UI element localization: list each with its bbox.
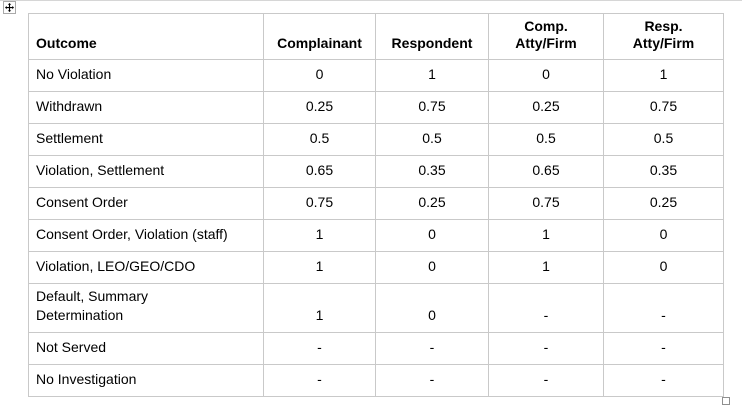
value-cell[interactable]: - [375, 331, 489, 365]
value-cell[interactable]: - [488, 331, 604, 365]
value-cell[interactable]: 1 [263, 251, 376, 284]
value-cell[interactable]: 0.75 [488, 187, 604, 220]
value-cell[interactable]: 0.35 [375, 155, 489, 188]
value-cell[interactable]: 0 [603, 251, 724, 284]
outcome-cell[interactable]: No Violation [28, 59, 264, 92]
value-cell[interactable]: 0.75 [603, 91, 724, 124]
value-cell[interactable]: 0.65 [488, 155, 604, 188]
table-row: Violation, LEO/GEO/CDO 1 0 1 0 [28, 251, 724, 284]
value-cell[interactable]: 0.35 [603, 155, 724, 188]
table-row: No Investigation - - - - [28, 363, 724, 397]
table-row: No Violation 0 1 0 1 [28, 59, 724, 92]
outcome-cell[interactable]: Consent Order, Violation (staff) [28, 219, 264, 252]
column-header-respondent[interactable]: Respondent [375, 13, 489, 60]
value-cell[interactable]: 0.5 [263, 123, 376, 156]
page-top-edge-line [0, 0, 742, 1]
value-cell[interactable]: 0.25 [263, 91, 376, 124]
table-row: Settlement 0.5 0.5 0.5 0.5 [28, 123, 724, 156]
value-cell[interactable]: 0 [375, 219, 489, 252]
value-cell[interactable]: 1 [375, 59, 489, 92]
outcome-cell[interactable]: No Investigation [28, 363, 264, 397]
value-cell[interactable]: 0 [488, 59, 604, 92]
value-cell[interactable]: 0.65 [263, 155, 376, 188]
value-cell[interactable]: - [263, 331, 376, 365]
value-cell[interactable]: 0.5 [603, 123, 724, 156]
value-cell[interactable]: - [488, 363, 604, 397]
value-cell[interactable]: 1 [488, 251, 604, 284]
value-cell[interactable]: - [488, 283, 604, 333]
outcome-cell[interactable]: Default, Summary Determination [28, 283, 264, 333]
column-header-complainant[interactable]: Complainant [263, 13, 376, 60]
value-cell[interactable]: 0 [375, 283, 489, 333]
column-header-resp-atty-firm[interactable]: Resp. Atty/Firm [603, 13, 724, 60]
value-cell[interactable]: 1 [263, 219, 376, 252]
value-cell[interactable]: 0.25 [603, 187, 724, 220]
value-cell[interactable]: - [603, 331, 724, 365]
move-icon [5, 3, 14, 12]
table-row: Violation, Settlement 0.65 0.35 0.65 0.35 [28, 155, 724, 188]
value-cell[interactable]: 0 [603, 219, 724, 252]
table-row: Withdrawn 0.25 0.75 0.25 0.75 [28, 91, 724, 124]
column-header-comp-atty-firm[interactable]: Comp. Atty/Firm [488, 13, 604, 60]
value-cell[interactable]: 0.25 [375, 187, 489, 220]
value-cell[interactable]: 0.5 [488, 123, 604, 156]
value-cell[interactable]: 0 [263, 59, 376, 92]
value-cell[interactable]: 0.25 [488, 91, 604, 124]
value-cell[interactable]: 0 [375, 251, 489, 284]
outcome-cell[interactable]: Violation, LEO/GEO/CDO [28, 251, 264, 284]
outcome-cell[interactable]: Not Served [28, 331, 264, 365]
outcome-cell[interactable]: Withdrawn [28, 91, 264, 124]
table-row: Consent Order, Violation (staff) 1 0 1 0 [28, 219, 724, 252]
outcome-cell[interactable]: Consent Order [28, 187, 264, 220]
value-cell[interactable]: 1 [488, 219, 604, 252]
value-cell[interactable]: 1 [603, 59, 724, 92]
value-cell[interactable]: - [603, 283, 724, 333]
value-cell[interactable]: - [263, 363, 376, 397]
value-cell[interactable]: 0.75 [375, 91, 489, 124]
value-cell[interactable]: - [603, 363, 724, 397]
table-row: Default, Summary Determination 1 0- - [28, 283, 724, 333]
table-row: Not Served - - - - [28, 331, 724, 365]
outcome-cell[interactable]: Violation, Settlement [28, 155, 264, 188]
table-row: Consent Order 0.75 0.25 0.75 0.25 [28, 187, 724, 220]
value-cell[interactable]: 1 [263, 283, 376, 333]
value-cell[interactable]: - [375, 363, 489, 397]
outcome-cell[interactable]: Settlement [28, 123, 264, 156]
column-header-outcome[interactable]: Outcome [28, 13, 264, 60]
value-cell[interactable]: 0.5 [375, 123, 489, 156]
value-cell[interactable]: 0.75 [263, 187, 376, 220]
table-resize-handle[interactable] [722, 397, 730, 405]
header-row: Outcome Complainant Respondent Comp. Att… [28, 13, 724, 60]
outcomes-table: Outcome Complainant Respondent Comp. Att… [28, 13, 724, 397]
table-move-handle[interactable] [3, 1, 16, 14]
